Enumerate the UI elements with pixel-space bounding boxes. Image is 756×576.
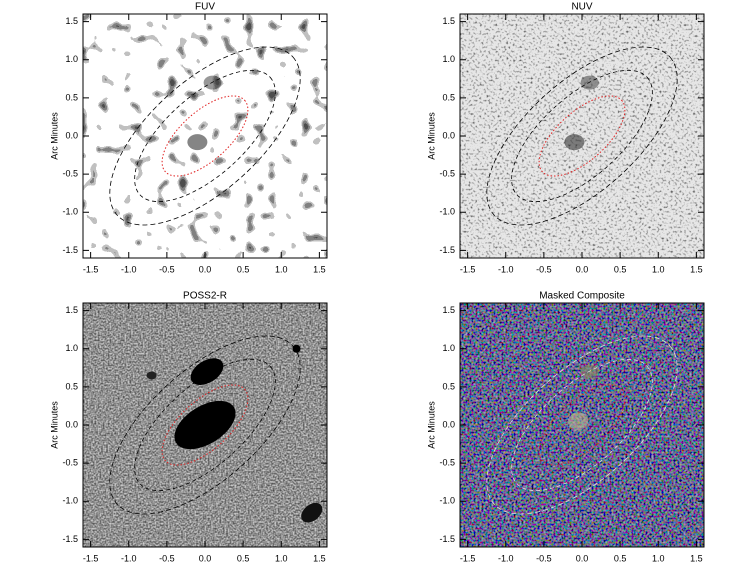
x-tick-label: 0.0	[199, 264, 212, 274]
x-tick-label: -0.5	[159, 553, 175, 563]
aperture-inner	[161, 95, 249, 177]
y-tick-label: -0.5	[439, 458, 455, 468]
y-tick-label: 1.5	[65, 16, 78, 26]
y-tick-label: 1.0	[442, 54, 455, 64]
x-tick-label: -1.5	[83, 264, 99, 274]
x-tick-label: 1.0	[652, 264, 665, 274]
y-tick-label: 1.0	[65, 54, 78, 64]
y-tick-label: -0.5	[62, 169, 78, 179]
source-blob	[564, 134, 585, 151]
x-tick-label: 1.5	[313, 553, 326, 563]
y-axis-label: Arc Minutes	[49, 401, 59, 449]
y-tick-label: -1.0	[62, 496, 78, 506]
y-tick-label: -1.0	[62, 207, 78, 217]
x-tick-label: -1.0	[121, 264, 137, 274]
aperture-mid	[511, 69, 653, 203]
aperture-mid	[134, 358, 276, 492]
x-tick-label: 0.5	[614, 553, 627, 563]
y-tick-label: 1.5	[442, 16, 455, 26]
aperture-mid	[511, 358, 653, 492]
panel-image	[460, 14, 704, 258]
panel-image	[460, 303, 704, 547]
y-tick-label: -1.0	[439, 207, 455, 217]
panel-title: NUV	[571, 2, 592, 13]
panel-image	[83, 303, 327, 547]
y-tick-label: 1.5	[442, 305, 455, 315]
panel-title: POSS2-R	[183, 291, 227, 302]
aperture-inner	[538, 384, 626, 466]
y-tick-label: 0.5	[65, 381, 78, 391]
source-blob	[568, 412, 589, 431]
y-axis-label: Arc Minutes	[426, 112, 436, 160]
y-tick-label: -0.5	[439, 169, 455, 179]
galaxy	[301, 502, 323, 523]
y-tick-label: -1.5	[439, 245, 455, 255]
y-tick-label: -1.0	[439, 496, 455, 506]
x-tick-label: 1.0	[275, 264, 288, 274]
source-blob	[187, 134, 208, 151]
y-tick-label: 0.0	[65, 130, 78, 140]
y-tick-label: 0.5	[442, 92, 455, 102]
x-tick-label: 1.5	[690, 553, 703, 563]
image-noise	[460, 14, 704, 258]
y-axis-label: Arc Minutes	[426, 401, 436, 449]
x-tick-label: 0.0	[576, 264, 589, 274]
aperture-outer	[109, 46, 301, 226]
panel-title: Masked Composite	[539, 291, 625, 302]
y-tick-label: 0.0	[442, 419, 455, 429]
panel-title: FUV	[195, 2, 215, 13]
x-tick-label: 1.5	[690, 264, 703, 274]
x-tick-label: -1.5	[460, 264, 476, 274]
y-tick-label: 1.5	[65, 305, 78, 315]
x-tick-label: 0.5	[614, 264, 627, 274]
y-tick-label: -0.5	[62, 458, 78, 468]
x-tick-label: -1.5	[83, 553, 99, 563]
aperture-inner	[161, 384, 249, 466]
x-tick-label: -0.5	[159, 264, 175, 274]
y-tick-label: 0.0	[65, 419, 78, 429]
x-tick-label: 0.5	[237, 264, 250, 274]
y-tick-label: 1.0	[65, 343, 78, 353]
aperture-outer	[486, 335, 678, 515]
y-tick-label: -1.5	[62, 534, 78, 544]
x-tick-label: -1.5	[460, 553, 476, 563]
galaxy	[174, 400, 236, 450]
panel-image	[83, 14, 327, 258]
x-tick-label: 0.0	[199, 553, 212, 563]
aperture-inner	[538, 95, 626, 177]
aperture-outer	[109, 335, 301, 515]
aperture-mid	[134, 69, 276, 203]
x-tick-label: 1.0	[652, 553, 665, 563]
x-tick-label: 1.5	[313, 264, 326, 274]
y-tick-label: 0.0	[442, 130, 455, 140]
x-tick-label: -1.0	[498, 553, 514, 563]
x-tick-label: -1.0	[498, 264, 514, 274]
galaxy	[190, 358, 224, 385]
star	[292, 344, 301, 353]
galaxy	[146, 371, 157, 380]
x-tick-label: -0.5	[536, 553, 552, 563]
y-tick-label: -1.5	[62, 245, 78, 255]
y-axis-label: Arc Minutes	[49, 112, 59, 160]
x-tick-label: -0.5	[536, 264, 552, 274]
y-tick-label: -1.5	[439, 534, 455, 544]
x-tick-label: 1.0	[275, 553, 288, 563]
x-tick-label: 0.5	[237, 553, 250, 563]
image-noise	[83, 14, 327, 258]
y-tick-label: 0.5	[442, 381, 455, 391]
y-tick-label: 0.5	[65, 92, 78, 102]
aperture-outer	[486, 46, 678, 226]
x-tick-label: -1.0	[121, 553, 137, 563]
x-tick-label: 0.0	[576, 553, 589, 563]
y-tick-label: 1.0	[442, 343, 455, 353]
